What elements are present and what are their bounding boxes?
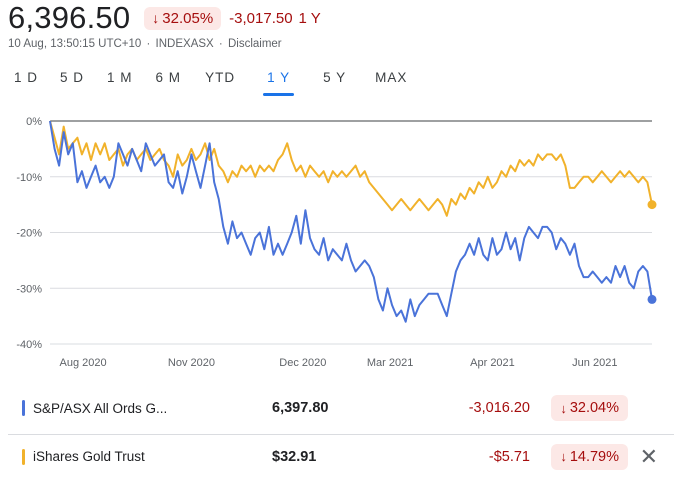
comparison-name: S&P/ASX All Ords G...: [33, 400, 168, 416]
remove-comparison-close-icon[interactable]: ✕: [639, 443, 658, 469]
percent-change-badge: ↓ 32.05%: [144, 6, 222, 30]
comparison-change: -$5.71: [488, 448, 530, 465]
tab-1y[interactable]: 1 Y: [263, 70, 295, 96]
comparison-percent: 32.04%: [569, 400, 619, 416]
timestamp: 10 Aug, 13:50:15 UTC+10: [8, 38, 142, 50]
tab-1d[interactable]: 1 D: [14, 70, 39, 85]
exchange-label: INDEXASX: [155, 38, 214, 50]
percent-change-value: 32.05%: [162, 9, 214, 27]
y-tick-label: -30%: [16, 283, 42, 295]
comparison-value: $32.91: [272, 448, 317, 465]
tab-5d[interactable]: 5 D: [60, 70, 85, 85]
y-tick-label: -10%: [16, 172, 42, 184]
tab-5y[interactable]: 5 Y: [323, 70, 347, 85]
arrow-down-icon: ↓: [152, 10, 160, 26]
tab-6m[interactable]: 6 M: [155, 70, 182, 85]
y-tick-label: -40%: [16, 339, 42, 351]
range-tabs: 1 D 5 D 1 M 6 M YTD 1 Y 5 Y MAX: [14, 70, 408, 96]
x-tick-label: Dec 2020: [279, 357, 326, 369]
arrow-down-icon: ↓: [560, 400, 567, 416]
series-color-bar: [22, 448, 25, 465]
disclaimer-link[interactable]: Disclaimer: [227, 38, 282, 50]
tab-ytd[interactable]: YTD: [205, 70, 236, 85]
comparison-line-chart[interactable]: 0% -10% -20% -30% -40% Aug 2020 Nov 2020 Dec 20…: [0, 108, 686, 378]
comparison-percent-badge: ↓ 14.79%: [551, 443, 628, 470]
comparison-value: 6,397.80: [272, 400, 329, 416]
x-tick-label: Apr 2021: [470, 357, 515, 369]
current-price: 6,396.50: [8, 0, 131, 35]
series-line: [49, 120, 653, 217]
comparison-percent: 14.79%: [569, 448, 619, 465]
y-tick-label: -20%: [16, 228, 42, 240]
x-tick-label: Aug 2020: [60, 357, 107, 369]
comparison-row-asx[interactable]: S&P/ASX All Ords G... 6,397.80 -3,016.20…: [8, 386, 674, 430]
comparison-percent-badge: ↓ 32.04%: [551, 395, 628, 421]
comparison-change: -3,016.20: [468, 400, 530, 416]
x-tick-label: Nov 2020: [168, 357, 215, 369]
series-line: [49, 120, 653, 323]
series-end-point: [647, 294, 657, 304]
x-tick-label: Jun 2021: [572, 357, 617, 369]
comparison-row-gold[interactable]: iShares Gold Trust $32.91 -$5.71 ↓ 14.79…: [8, 434, 674, 478]
absolute-change: -3,017.50 1 Y: [229, 10, 321, 27]
quote-header: 6,396.50 ↓ 32.05% -3,017.50 1 Y: [8, 0, 321, 36]
comparison-name: iShares Gold Trust: [33, 449, 145, 464]
change-value: -3,017.50: [229, 9, 293, 27]
series-end-point: [647, 200, 657, 210]
change-period: 1 Y: [298, 9, 321, 27]
tab-max[interactable]: MAX: [375, 70, 408, 85]
quote-subline: 10 Aug, 13:50:15 UTC+10 · INDEXASX · Dis…: [8, 38, 282, 50]
series-color-bar: [22, 400, 25, 416]
tab-1m[interactable]: 1 M: [107, 70, 133, 85]
y-tick-label: 0%: [26, 116, 42, 128]
x-tick-label: Mar 2021: [367, 357, 413, 369]
arrow-down-icon: ↓: [560, 449, 567, 464]
